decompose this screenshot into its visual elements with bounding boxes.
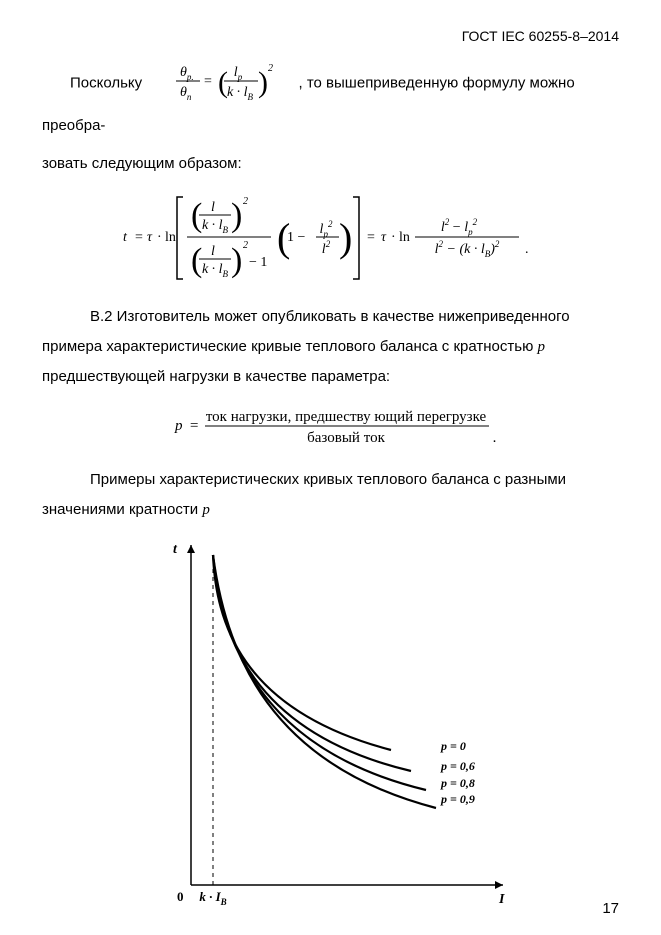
svg-text:0: 0 bbox=[177, 889, 184, 904]
thermal-balance-chart: p = 0 p = 0,6 p = 0,8 p = 0,9 t I 0 k · IB bbox=[151, 535, 511, 925]
svg-text:l2 − lp2: l2 − lp2 bbox=[440, 214, 477, 237]
para-since-lead: Поскольку bbox=[70, 74, 146, 91]
svg-text:2: 2 bbox=[268, 63, 273, 74]
svg-text:2: 2 bbox=[243, 240, 248, 251]
svg-text:p = 0,8: p = 0,8 bbox=[440, 776, 475, 790]
svg-text:τ: τ bbox=[381, 230, 387, 245]
svg-text:− 1: − 1 bbox=[249, 255, 267, 270]
para-since: Поскольку θp. θn = ( lp k · lB ) 2 , то … bbox=[42, 56, 619, 141]
svg-text:): ) bbox=[231, 197, 242, 234]
svg-text:τ: τ bbox=[147, 230, 153, 245]
svg-text:): ) bbox=[258, 66, 268, 99]
svg-text:ток нагрузки, предшеству ющий: ток нагрузки, предшеству ющий перегрузке bbox=[205, 409, 486, 425]
svg-text:k · lB: k · lB bbox=[201, 218, 228, 235]
para-examples-var: p bbox=[202, 502, 210, 518]
svg-text:базовый ток: базовый ток bbox=[307, 430, 385, 446]
svg-text:k · lB: k · lB bbox=[227, 85, 254, 102]
svg-text:1 −: 1 − bbox=[287, 230, 306, 245]
svg-text:k · lB: k · lB bbox=[201, 262, 228, 279]
para-examples-lead: Примеры характеристических кривых теплов… bbox=[42, 471, 566, 518]
formula-main: t = τ · ln ( l k · lB ) 2 ( l k · lB ) 2… bbox=[42, 191, 619, 290]
svg-text:θp.: θp. bbox=[180, 65, 194, 82]
para-b2-lead: В.2 Изготовитель может опубликовать в ка… bbox=[42, 308, 570, 355]
svg-text:t: t bbox=[173, 542, 178, 557]
svg-text:l: l bbox=[211, 200, 215, 215]
svg-text:2: 2 bbox=[243, 196, 248, 207]
svg-text:·: · bbox=[157, 230, 162, 245]
svg-text:·: · bbox=[391, 230, 396, 245]
svg-text:p = 0,6: p = 0,6 bbox=[440, 759, 475, 773]
svg-text:p: p bbox=[174, 418, 183, 434]
svg-text:I: I bbox=[498, 892, 505, 907]
formula-ratio: θp. θn = ( lp k · lB ) 2 bbox=[146, 59, 294, 114]
para-b2-tail: предшествующей нагрузки в качестве парам… bbox=[42, 368, 390, 385]
svg-text:.: . bbox=[493, 430, 497, 446]
svg-text:θn: θn bbox=[180, 85, 192, 102]
svg-text:t: t bbox=[123, 230, 128, 245]
formula-p-definition: p = ток нагрузки, предшеству ющий перегр… bbox=[42, 404, 619, 453]
svg-text:): ) bbox=[231, 242, 242, 279]
svg-text:.: . bbox=[525, 242, 529, 257]
svg-text:): ) bbox=[339, 215, 352, 260]
svg-text:k · IB: k · IB bbox=[199, 889, 226, 907]
svg-text:=: = bbox=[135, 230, 143, 245]
svg-text:ln: ln bbox=[165, 230, 176, 245]
svg-text:l2: l2 bbox=[321, 239, 330, 257]
document-id: ГОСТ IEC 60255-8–2014 bbox=[42, 28, 619, 44]
svg-text:lp: lp bbox=[234, 65, 243, 82]
svg-text:(: ( bbox=[191, 242, 202, 279]
page-number: 17 bbox=[602, 900, 619, 917]
svg-text:=: = bbox=[204, 74, 212, 89]
para-b2-var: p bbox=[538, 339, 546, 355]
svg-text:ln: ln bbox=[399, 230, 410, 245]
para-examples: Примеры характеристических кривых теплов… bbox=[42, 465, 619, 525]
para-since-cont: зовать следующим образом: bbox=[42, 149, 619, 179]
svg-text:lp2: lp2 bbox=[319, 219, 332, 239]
svg-text:p = 0: p = 0 bbox=[440, 739, 466, 753]
svg-text:l: l bbox=[211, 244, 215, 259]
svg-text:l2 − (k · lB)2: l2 − (k · lB)2 bbox=[434, 236, 499, 259]
para-b2: В.2 Изготовитель может опубликовать в ка… bbox=[42, 302, 619, 392]
svg-text:=: = bbox=[367, 230, 375, 245]
svg-text:=: = bbox=[189, 418, 199, 434]
svg-text:p = 0,9: p = 0,9 bbox=[440, 792, 475, 806]
